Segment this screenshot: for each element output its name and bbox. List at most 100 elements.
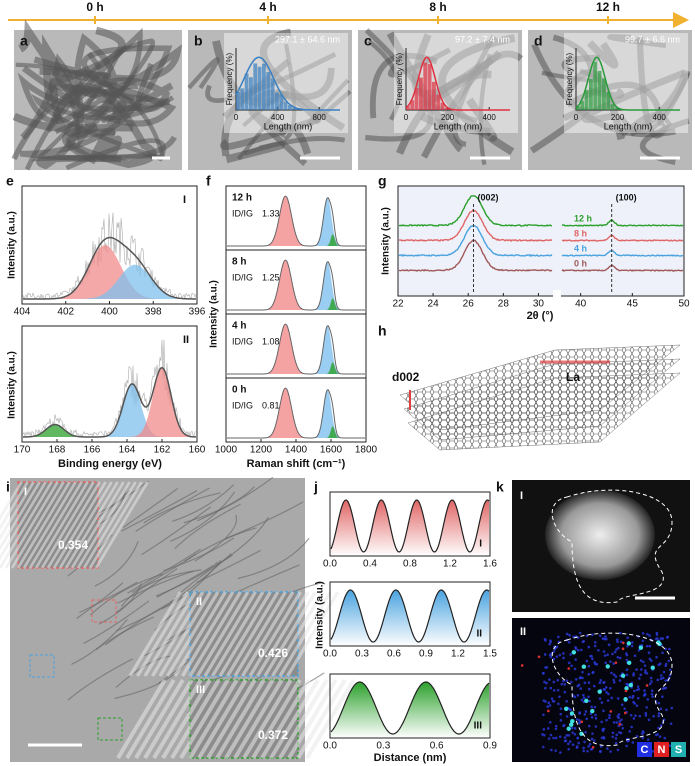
c-signal [626,644,629,648]
plot-frame [329,673,491,739]
nanotube [364,28,434,142]
fringe [6,482,58,568]
c-signal [587,745,590,748]
subplot-label: II [476,629,482,640]
c-signal [602,709,605,713]
c-signal [602,650,606,653]
c-signal [611,652,614,656]
x-tick-label: 30 [533,299,545,310]
c-signal [643,689,646,692]
x-tick-label: 0 [404,113,409,122]
c-signal [644,711,648,715]
lattice-fringe [225,501,304,540]
c-signal [634,714,637,717]
d-band [227,196,365,246]
x-tick-label: 1800 [355,445,378,456]
x-tick-label: 0.0 [323,741,337,752]
c-signal [579,648,583,652]
x-tick-label: 0.9 [483,741,497,752]
c-signal [638,677,641,680]
c-signal [558,735,562,738]
c-signal [661,676,665,680]
nanotube [205,52,337,104]
fringe [253,680,300,758]
c-signal [651,695,655,698]
c-signal [562,656,565,660]
c-signal [640,668,643,671]
c-signal [645,644,649,648]
c-signal [657,712,661,715]
hist-xlabel: Length (nm) [434,121,483,131]
c-signal [610,696,614,700]
x-tick-label: 168 [49,445,66,456]
hist-mean: 97.2 ± 7.4 nm [455,34,510,44]
hist-bar [236,91,240,110]
x-tick-label: 0.6 [387,649,401,660]
lattice-fringe [197,476,274,522]
x-tick-label: 1.2 [443,559,457,570]
c-signal [662,670,666,674]
c-signal [659,637,663,640]
s-signal [569,722,574,727]
c-signal [577,741,581,745]
hist-bar [602,78,606,110]
c-signal [643,693,647,697]
c-signal [641,730,645,733]
x-tick-label: 1.2 [451,649,465,660]
ratio-label: ID/IG [232,272,253,282]
c-signal [552,650,556,653]
lattice-fringe [104,597,179,646]
c-signal [604,635,607,638]
fringe [0,482,28,568]
c-signal [567,661,571,665]
hist-ylabel: Frequency (%) [225,52,234,105]
d-prime-band [227,362,365,374]
lattice-fringe [172,484,235,522]
c-signal [550,697,554,700]
s-signal [563,706,569,711]
lattice-fringe [161,560,222,610]
c-signal [568,708,572,712]
c-signal [583,740,586,744]
lattice-fringe [94,540,139,587]
region-marker [29,654,55,678]
hist-ylabel: Frequency (%) [565,52,574,105]
c-signal [556,688,560,692]
element-label: C [641,744,649,756]
d-spacing: 0.354 [58,538,88,552]
hist-bar [580,100,585,110]
c-signal [639,659,643,662]
c-signal [631,741,635,744]
xrd-pattern [398,195,553,227]
c-signal [590,737,594,741]
c-signal [567,640,571,644]
subplot-label: I [479,539,482,550]
c-signal [560,682,564,686]
hist-bar [432,81,436,110]
c-signal [598,697,602,700]
s-signal [657,641,662,647]
c-signal [652,714,655,718]
c-signal [670,706,674,710]
nanotube [581,69,686,124]
c-signal [587,681,591,684]
raman-fit [227,323,365,375]
hist-inset [394,33,518,133]
c-signal [593,644,597,648]
x-axis-title: 2θ (°) [527,310,554,322]
c-signal [647,718,651,722]
c-signal [563,683,567,686]
fringe [183,592,233,676]
c-signal [569,653,572,656]
fringe [12,482,64,568]
fit-peak [23,245,196,299]
d-band [227,324,365,374]
c-signal [663,736,667,740]
hist-bar [406,106,410,110]
c-signal [648,634,651,637]
c-signal [598,634,602,637]
nanotube [607,34,667,49]
c-signal [654,637,658,641]
c-signal [575,718,579,721]
